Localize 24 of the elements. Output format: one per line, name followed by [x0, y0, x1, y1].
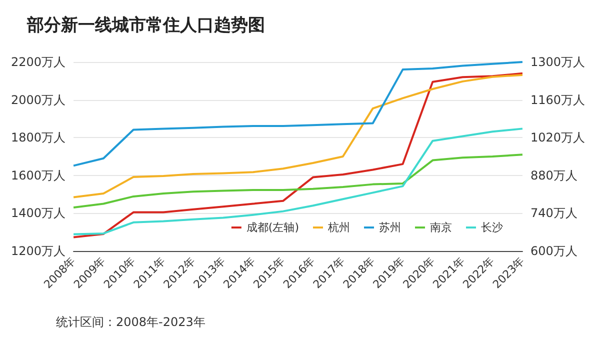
- chart-title: 部分新一线城市常住人口趋势图: [26, 16, 265, 36]
- y-tick-label: 1600万人: [10, 168, 66, 182]
- y-tick-label: 2000万人: [10, 92, 66, 107]
- line-series: [72, 128, 524, 236]
- y-tick-label: 2200万人: [10, 55, 66, 69]
- y2-tick-label: 880万人: [530, 168, 578, 182]
- legend-label: 杭州: [327, 221, 350, 234]
- line-series: [72, 74, 524, 198]
- text: 统计区间：2008年-2023年: [56, 315, 206, 329]
- legend-label: 南京: [430, 221, 452, 234]
- line-series: [72, 154, 524, 209]
- y2-tick-label: 740万人: [530, 206, 578, 220]
- y2-tick-label: 1160万人: [530, 92, 586, 107]
- y2-tick-label: 1300万人: [530, 55, 586, 69]
- line-series: [72, 61, 524, 167]
- legend-label: 苏州: [379, 221, 401, 234]
- legend-label: 成都(左轴): [246, 221, 300, 234]
- y2-tick-label: 600万人: [530, 244, 578, 258]
- legend-label: 长沙: [481, 221, 503, 234]
- y-tick-label: 1200万人: [10, 244, 66, 258]
- y-tick-label: 1400万人: [10, 206, 66, 220]
- y-tick-label: 1800万人: [10, 130, 66, 145]
- y2-tick-label: 1020万人: [530, 130, 586, 145]
- line-series: [72, 72, 524, 238]
